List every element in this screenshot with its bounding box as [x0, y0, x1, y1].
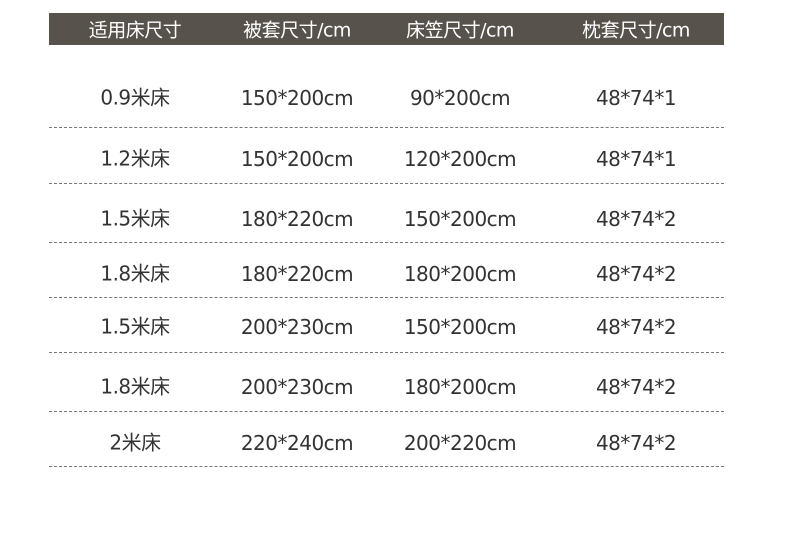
- table-cell: 48*74*2: [595, 207, 677, 231]
- table-cell: 150*200cm: [403, 207, 517, 231]
- table-cell: 48*74*2: [595, 375, 677, 399]
- table-cell: 1.8米床: [100, 261, 170, 286]
- table-cell: 200*230cm: [240, 315, 354, 339]
- table-cell: 180*220cm: [240, 262, 354, 286]
- header-cell: 适用床尺寸: [88, 19, 182, 42]
- table-cell: 1.8米床: [100, 374, 170, 399]
- table-cell: 180*220cm: [240, 207, 354, 231]
- table-cell: 90*200cm: [409, 86, 511, 110]
- table-cell: 2米床: [109, 430, 161, 455]
- header-bar: [49, 13, 724, 45]
- row-separator: [49, 242, 724, 243]
- table-cell: 150*200cm: [240, 86, 354, 110]
- header-cell: 枕套尺寸/cm: [582, 19, 690, 42]
- table-cell: 180*200cm: [403, 375, 517, 399]
- table-cell: 48*74*1: [595, 86, 677, 110]
- table-cell: 1.5米床: [100, 206, 170, 231]
- row-separator: [49, 352, 724, 353]
- table-cell: 180*200cm: [403, 262, 517, 286]
- table-cell: 1.2米床: [100, 146, 170, 171]
- row-separator: [49, 183, 724, 184]
- row-separator: [49, 297, 724, 298]
- table-cell: 150*200cm: [403, 315, 517, 339]
- table-cell: 48*74*2: [595, 262, 677, 286]
- table-cell: 0.9米床: [100, 85, 170, 110]
- table-cell: 200*220cm: [403, 431, 517, 455]
- table-cell: 1.5米床: [100, 314, 170, 339]
- table-cell: 220*240cm: [240, 431, 354, 455]
- table-cell: 120*200cm: [403, 147, 517, 171]
- table-cell: 48*74*2: [595, 315, 677, 339]
- row-separator: [49, 127, 724, 128]
- header-cell: 被套尺寸/cm: [243, 19, 351, 42]
- table-cell: 48*74*1: [595, 147, 677, 171]
- header-cell: 床笠尺寸/cm: [406, 19, 514, 42]
- table-cell: 200*230cm: [240, 375, 354, 399]
- row-separator: [49, 411, 724, 412]
- row-separator: [49, 466, 724, 467]
- table-cell: 150*200cm: [240, 147, 354, 171]
- table-cell: 48*74*2: [595, 431, 677, 455]
